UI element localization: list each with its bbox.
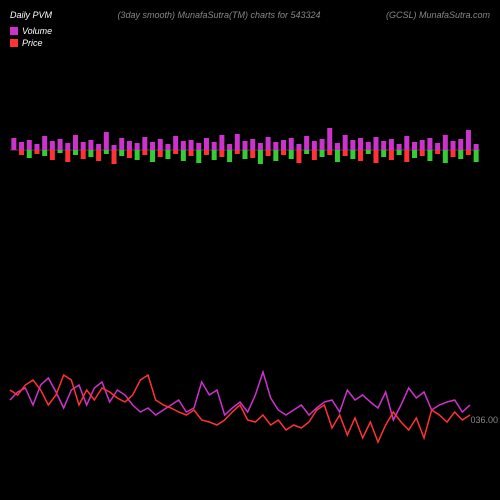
chart-container: Daily PVM (3day smooth) MunafaSutra(TM) … xyxy=(0,0,500,500)
volume-svg xyxy=(10,115,480,185)
price-axis-label: 036.00 xyxy=(470,415,498,425)
legend-swatch-price xyxy=(10,39,18,47)
legend-label-volume: Volume xyxy=(22,25,52,37)
legend-label-price: Price xyxy=(22,37,43,49)
legend: Volume Price xyxy=(10,25,52,49)
legend-swatch-volume xyxy=(10,27,18,35)
header: Daily PVM (3day smooth) MunafaSutra(TM) … xyxy=(0,10,500,20)
legend-volume: Volume xyxy=(10,25,52,37)
header-source: (GCSL) MunafaSutra.com xyxy=(386,10,490,20)
legend-price: Price xyxy=(10,37,52,49)
header-subtitle: (3day smooth) MunafaSutra(TM) charts for… xyxy=(117,10,320,20)
header-title: Daily PVM xyxy=(10,10,52,20)
price-chart xyxy=(10,350,470,470)
price-svg xyxy=(10,350,470,470)
volume-chart xyxy=(10,115,480,185)
